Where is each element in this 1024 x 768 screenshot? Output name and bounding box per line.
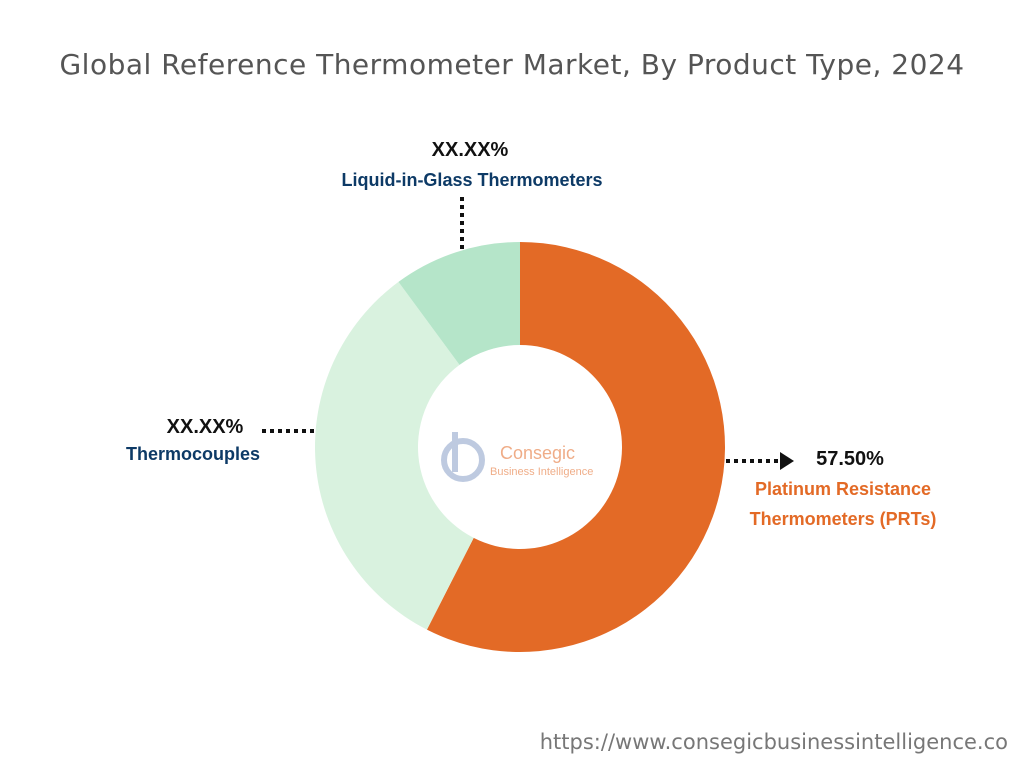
- chart-title: Global Reference Thermometer Market, By …: [59, 48, 965, 81]
- donut: [315, 242, 725, 652]
- arrow-head: [780, 452, 794, 470]
- logo-tagline: Business Intelligence: [490, 466, 593, 478]
- donut-slice: [315, 281, 474, 630]
- category-label: Platinum Resistance Thermometers (PRTs): [749, 479, 937, 529]
- category-label: Thermocouples: [125, 444, 261, 464]
- donut-slice: [426, 242, 725, 652]
- logo-icon: [441, 438, 485, 482]
- logo-icon: [452, 432, 458, 472]
- source-url: https://www.consegicbusinessintelligence…: [539, 730, 1008, 754]
- value-label: XX.XX%: [431, 139, 509, 161]
- value-label: 57.50%: [816, 448, 884, 470]
- category-label: Liquid-in-Glass Thermometers: [341, 170, 603, 190]
- donut-slice: [398, 242, 520, 365]
- logo: Consegic Business Intelligence: [441, 432, 593, 482]
- leader-lines: [262, 197, 780, 463]
- value-label: XX.XX%: [166, 416, 244, 438]
- logo-name: Consegic: [500, 443, 575, 463]
